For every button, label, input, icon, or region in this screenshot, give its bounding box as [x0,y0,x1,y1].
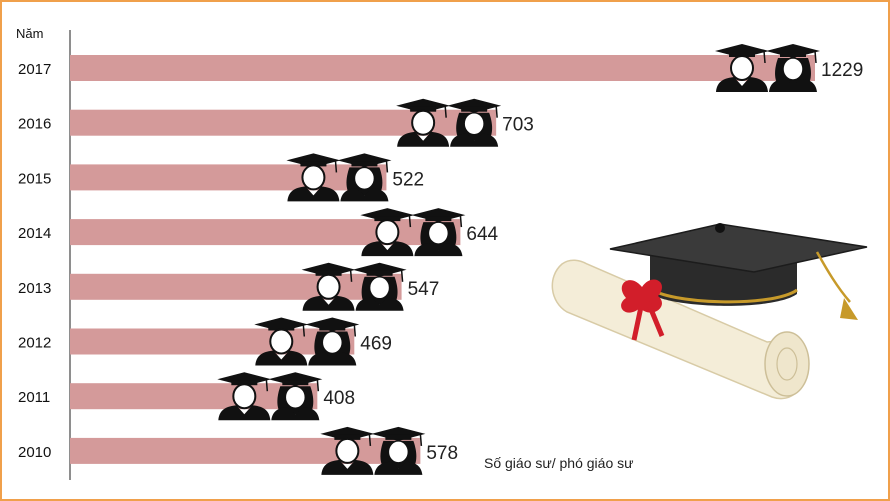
bar-2011 [70,383,318,410]
bar-2014 [70,219,461,246]
bar-2015 [70,164,387,191]
bar-2012 [70,328,355,355]
x-axis-title: Số giáo sư/ phó giáo sư [484,455,634,471]
value-label-2015: 522 [392,169,424,190]
category-label-2015: 2015 [18,170,51,187]
value-label-2012: 469 [360,334,392,355]
value-label-2014: 644 [466,224,498,245]
bar-2010 [70,437,421,464]
y-axis-title: Năm [16,26,43,41]
category-label-2016: 2016 [18,116,51,133]
bar-2013 [70,273,402,300]
category-label-2013: 2013 [18,280,51,297]
category-label-2012: 2012 [18,335,51,352]
graduation-cap-diploma-icon [551,223,868,400]
category-label-2010: 2010 [18,444,51,461]
value-label-2013: 547 [408,279,440,300]
category-label-2017: 2017 [18,61,51,78]
value-label-2017: 1229 [821,60,863,81]
category-label-2014: 2014 [18,225,51,242]
category-label-2011: 2011 [18,389,50,406]
value-label-2016: 703 [502,115,534,136]
value-label-2010: 578 [426,443,458,464]
bar-2017 [70,55,815,81]
value-label-2011: 408 [323,388,355,409]
